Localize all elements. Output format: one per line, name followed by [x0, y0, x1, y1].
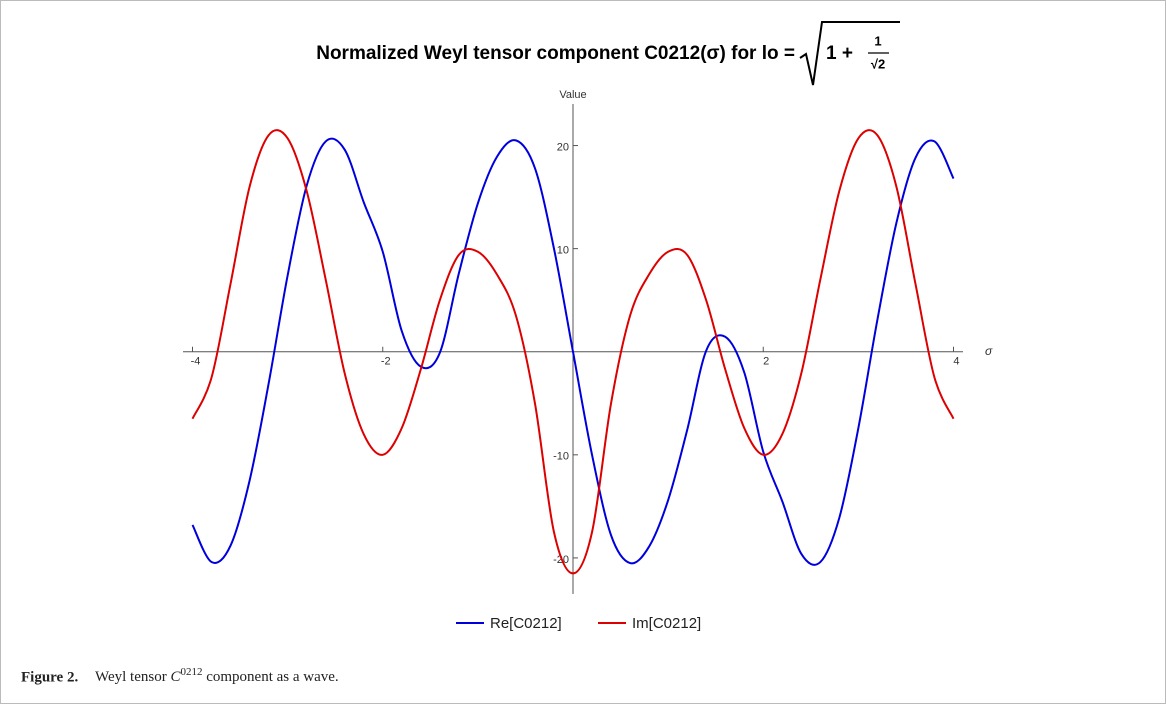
- chart-title: Normalized Weyl tensor component C0212(σ…: [316, 43, 795, 64]
- y-tick-label: -10: [553, 451, 569, 463]
- radical: [799, 21, 900, 86]
- data-line: [191, 129, 955, 575]
- x-tick-label: 4: [953, 356, 959, 368]
- formula-numerator: 1: [874, 33, 881, 48]
- y-tick-label: 10: [557, 245, 569, 257]
- x-tick-label: 2: [763, 356, 769, 368]
- legend-label: Im[C0212]: [632, 615, 701, 632]
- x-axis-label: σ: [985, 344, 993, 358]
- y-axis-label: Value: [559, 89, 586, 101]
- legend-label: Re[C0212]: [490, 615, 562, 632]
- x-tick-label: -2: [381, 356, 391, 368]
- caption-text: Weyl tensor C0212 component as a wave.: [95, 666, 339, 686]
- formula-denominator: √2: [871, 56, 885, 71]
- x-tick-label: -4: [191, 356, 201, 368]
- caption-label: Figure 2.: [21, 669, 78, 685]
- data-line: [191, 137, 955, 566]
- formula-term: 1 +: [826, 43, 853, 64]
- y-tick-label: 20: [557, 141, 569, 153]
